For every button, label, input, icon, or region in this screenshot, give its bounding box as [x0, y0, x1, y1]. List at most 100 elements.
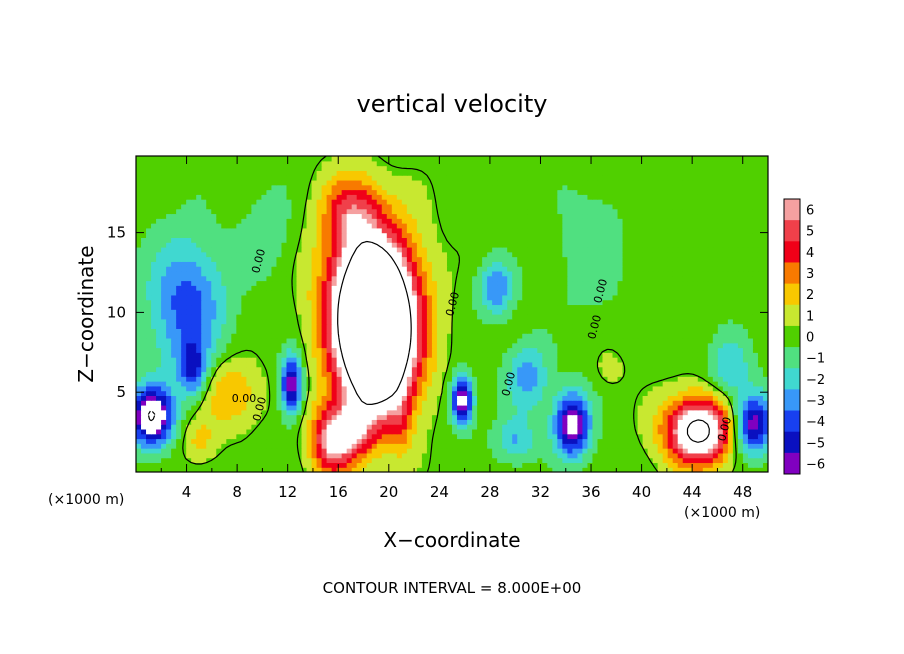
heatmap-cell	[457, 318, 463, 325]
heatmap-cell	[196, 414, 202, 420]
heatmap-cell	[687, 347, 694, 353]
heatmap-cell	[211, 285, 217, 291]
heatmap-cell	[311, 318, 318, 325]
heatmap-cell	[722, 290, 729, 296]
heatmap-cell	[341, 428, 348, 435]
heatmap-cell	[492, 404, 498, 411]
heatmap-cell	[221, 347, 227, 353]
heatmap-cell	[381, 299, 388, 306]
heatmap-cell	[552, 419, 558, 425]
heatmap-cell	[171, 400, 177, 406]
heatmap-cell	[361, 366, 368, 373]
heatmap-cell	[662, 428, 669, 435]
heatmap-cell	[562, 467, 568, 472]
heatmap-cell	[632, 337, 639, 344]
heatmap-cell	[141, 299, 147, 306]
heatmap-cell	[356, 443, 363, 449]
heatmap-cell	[191, 462, 197, 468]
heatmap-cell	[687, 433, 694, 440]
heatmap-cell	[401, 361, 408, 368]
heatmap-cell	[572, 309, 578, 315]
heatmap-cell	[336, 318, 343, 325]
heatmap-cell	[331, 433, 338, 440]
heatmap-cell	[256, 347, 262, 353]
heatmap-cell	[697, 323, 704, 329]
heatmap-cell	[196, 424, 202, 430]
heatmap-cell	[426, 366, 433, 373]
heatmap-cell	[361, 371, 368, 377]
heatmap-cell	[221, 448, 227, 454]
heatmap-cell	[221, 361, 227, 368]
heatmap-cell	[366, 448, 373, 454]
heatmap-cell	[537, 294, 543, 301]
heatmap-cell	[617, 385, 624, 392]
heatmap-cell	[477, 285, 483, 291]
heatmap-cell	[722, 361, 729, 368]
heatmap-cell	[582, 414, 589, 420]
heatmap-cell	[502, 419, 508, 425]
heatmap-cell	[467, 462, 473, 468]
heatmap-cell	[752, 299, 759, 306]
heatmap-cell	[296, 294, 303, 301]
heatmap-cell	[156, 299, 162, 306]
heatmap-cell	[266, 457, 273, 464]
heatmap-cell	[416, 337, 423, 344]
heatmap-cell	[552, 352, 558, 358]
heatmap-cell	[191, 448, 197, 454]
heatmap-cell	[622, 438, 629, 444]
heatmap-cell	[381, 433, 388, 440]
heatmap-cell	[722, 385, 729, 392]
heatmap-cell	[346, 424, 353, 430]
heatmap-cell	[722, 357, 729, 363]
heatmap-cell	[196, 337, 202, 344]
heatmap-cell	[507, 337, 513, 344]
heatmap-cell	[622, 428, 629, 435]
heatmap-cell	[156, 366, 162, 373]
heatmap-cell	[732, 314, 739, 320]
heatmap-cell	[617, 285, 624, 291]
heatmap-cell	[346, 385, 353, 392]
heatmap-cell	[331, 443, 338, 449]
heatmap-cell	[642, 304, 649, 310]
heatmap-cell	[607, 414, 614, 420]
heatmap-cell	[582, 323, 589, 329]
heatmap-cell	[351, 448, 358, 454]
heatmap-cell	[682, 318, 689, 325]
heatmap-cell	[431, 314, 438, 320]
heatmap-cell	[396, 318, 403, 325]
heatmap-cell	[296, 457, 303, 464]
heatmap-cell	[391, 424, 398, 430]
heatmap-cell	[487, 357, 493, 363]
heatmap-cell	[241, 433, 247, 440]
heatmap-cell	[136, 304, 142, 310]
heatmap-cell	[416, 395, 423, 401]
heatmap-cell	[436, 333, 443, 339]
heatmap-cell	[617, 448, 624, 454]
heatmap-cell	[762, 357, 768, 363]
heatmap-cell	[577, 352, 584, 358]
heatmap-cell	[436, 357, 443, 363]
heatmap-cell	[136, 328, 142, 334]
heatmap-cell	[206, 352, 212, 358]
heatmap-cell	[226, 409, 232, 416]
heatmap-cell	[406, 448, 413, 454]
heatmap-cell	[577, 333, 584, 339]
heatmap-cell	[311, 414, 318, 420]
heatmap-cell	[201, 390, 207, 396]
heatmap-cell	[647, 352, 654, 358]
heatmap-cell	[401, 443, 408, 449]
heatmap-cell	[146, 314, 152, 320]
heatmap-cell	[396, 385, 403, 392]
heatmap-cell	[441, 342, 448, 349]
heatmap-cell	[452, 381, 458, 387]
heatmap-cell	[366, 381, 373, 387]
heatmap-cell	[632, 347, 639, 353]
heatmap-cell	[737, 285, 744, 291]
heatmap-cell	[231, 428, 237, 435]
heatmap-cell	[572, 371, 578, 377]
heatmap-cell	[276, 414, 283, 420]
heatmap-cell	[356, 428, 363, 435]
heatmap-cell	[462, 309, 468, 315]
heatmap-cell	[492, 314, 498, 320]
heatmap-cell	[336, 419, 343, 425]
